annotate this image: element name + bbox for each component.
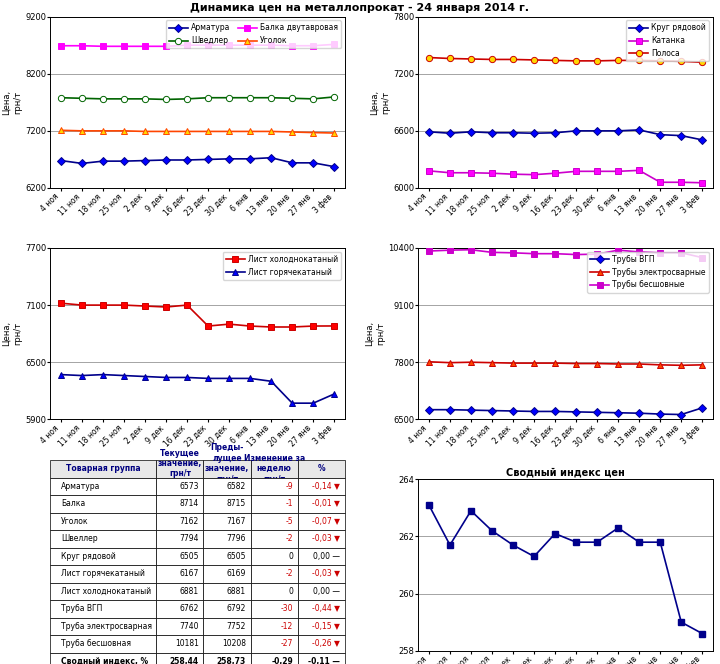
Y-axis label: Цена,
грн/т: Цена, грн/т — [2, 321, 22, 346]
Text: Динамика цен на металлопрокат - 24 января 2014 г.: Динамика цен на металлопрокат - 24 январ… — [191, 3, 529, 13]
Legend: Арматура, Шведлер, Балка двутавровая, Уголок: Арматура, Шведлер, Балка двутавровая, Уг… — [166, 21, 341, 48]
Y-axis label: Цена,
грн/т: Цена, грн/т — [2, 90, 22, 115]
Legend: Круг рядовой, Катанка, Полоса: Круг рядовой, Катанка, Полоса — [626, 21, 709, 61]
Y-axis label: Цена,
грн/т: Цена, грн/т — [370, 90, 390, 115]
Legend: Лист холоднокатаный, Лист горячекатаный: Лист холоднокатаный, Лист горячекатаный — [222, 252, 341, 280]
Title: Сводный индекс цен: Сводный индекс цен — [506, 467, 625, 477]
Legend: Трубы ВГП, Трубы электросварные, Трубы бесшовные: Трубы ВГП, Трубы электросварные, Трубы б… — [588, 252, 709, 293]
Y-axis label: Цена,
грн/т: Цена, грн/т — [365, 321, 385, 346]
